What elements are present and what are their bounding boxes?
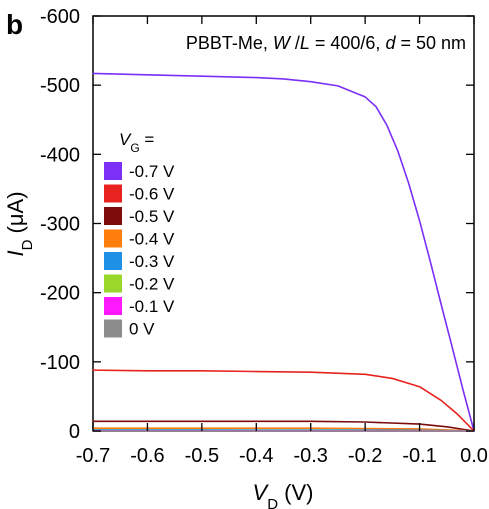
x-tick-label-5: -0.2 [348,445,382,467]
legend-swatch-7 [104,319,122,338]
legend-label-2: -0.5 V [129,207,175,226]
legend-title: VG = [119,130,154,155]
legend-label-5: -0.2 V [129,275,175,294]
series-line-2 [92,420,475,432]
chart-annotation: PBBT-Me, W /L = 400/6, d = 50 nm [186,33,466,53]
label-layer: -0.7 -0.6 -0.5 -0.4 -0.3 -0.2 -0.1 0.0 0 -100 -200… [3,6,488,509]
legend-label-7: 0 V [129,320,155,339]
annotation-part-6: = 50 nm [395,33,466,53]
panel-label: b [6,9,23,40]
annotation-part-2: / [290,33,300,53]
series-line-1 [92,369,475,432]
axis-layer [92,15,475,432]
x-tick-label-3: -0.4 [239,445,273,467]
y-tick-label-5: -500 [40,75,80,97]
annotation-part-3: L [300,33,310,53]
y-tick-label-1: -100 [40,352,80,374]
legend-swatch-2 [104,207,122,225]
legend-label-1: -0.6 V [129,185,175,204]
legend-swatch-0 [104,162,122,180]
annotation-part-1: W [273,33,292,53]
x-tick-label-7: 0.0 [460,445,488,467]
x-axis-title: VD (V) [253,480,314,509]
x-tick-label-6: -0.1 [402,445,436,467]
legend: VG = -0.7 V -0.6 V -0.5 V -0.4 V -0.3 V -0.2 V… [104,130,175,339]
x-tick-label-4: -0.3 [293,445,327,467]
annotation-part-4: = 400/6, [310,33,386,53]
y-tick-label-6: -600 [40,6,80,28]
legend-label-6: -0.1 V [129,297,175,316]
x-tick-label-0: -0.7 [76,445,110,467]
legend-label-4: -0.3 V [129,252,175,271]
legend-label-0: -0.7 V [129,162,175,181]
legend-swatch-3 [104,229,122,248]
series-line-0 [92,72,475,432]
legend-swatch-1 [104,184,122,203]
x-tick-label-2: -0.5 [185,445,219,467]
legend-swatch-5 [104,274,122,293]
legend-swatch-4 [104,252,122,270]
y-tick-label-0: 0 [69,421,80,443]
annotation-part-0: PBBT-Me, [186,33,273,53]
y-tick-label-4: -400 [40,144,80,166]
x-tick-label-1: -0.6 [130,445,164,467]
annotation-part-5: d [385,33,396,53]
legend-swatch-6 [104,297,122,315]
y-tick-label-2: -200 [40,283,80,305]
legend-label-3: -0.4 V [129,230,175,249]
y-tick-label-3: -300 [40,214,80,236]
y-axis-title: ID (μA) [3,191,36,256]
